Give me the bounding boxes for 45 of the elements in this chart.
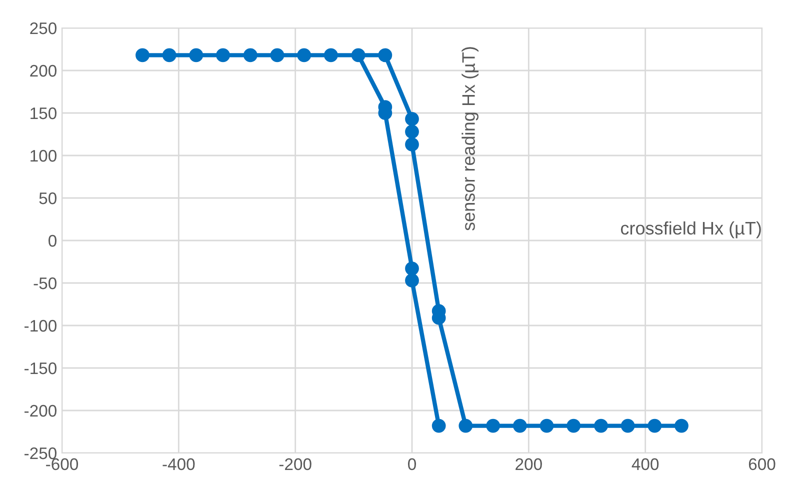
x-tick-label: 200 [516, 458, 542, 470]
point [594, 418, 608, 433]
x-tick-label: -200 [279, 458, 312, 470]
y-tick-label: 50 [39, 192, 56, 204]
point [405, 138, 419, 152]
point [405, 262, 419, 276]
y-tick-label: 200 [30, 64, 56, 77]
point [162, 48, 176, 62]
point [297, 48, 312, 62]
y-tick-label: -200 [24, 404, 56, 417]
point [432, 418, 446, 433]
point [458, 418, 473, 433]
y-axis-title: sensor reading Hx (µT) [462, 47, 478, 230]
point [189, 48, 204, 62]
point [512, 418, 527, 433]
point [243, 48, 258, 62]
point [620, 418, 635, 433]
point [405, 112, 419, 126]
point [648, 418, 662, 433]
y-tick-label: -150 [24, 362, 56, 374]
x-tick-label: 600 [748, 458, 776, 470]
point [566, 418, 581, 433]
x-tick-label: 0 [408, 458, 416, 470]
x-tick-label: -600 [46, 458, 78, 470]
y-tick-label: -50 [34, 277, 56, 290]
y-tick-label: 250 [30, 22, 56, 34]
y-tick-label: 150 [30, 107, 56, 120]
point [674, 418, 688, 433]
point [216, 48, 230, 62]
x-tick-label: -400 [162, 458, 195, 470]
y-tick-label: -250 [24, 447, 56, 460]
point [405, 274, 419, 288]
point [378, 48, 392, 62]
x-tick-label: 400 [632, 458, 659, 470]
point [351, 48, 366, 62]
point [540, 418, 554, 433]
point [136, 48, 150, 62]
x-axis-title: crossfield Hx (µT) [620, 221, 761, 238]
point [405, 124, 419, 139]
y-tick-label: 0 [48, 234, 56, 247]
point [324, 48, 338, 62]
y-tick-label: 100 [30, 150, 56, 162]
y-tick-label: -100 [24, 320, 56, 332]
point [486, 418, 500, 433]
point [270, 48, 284, 62]
